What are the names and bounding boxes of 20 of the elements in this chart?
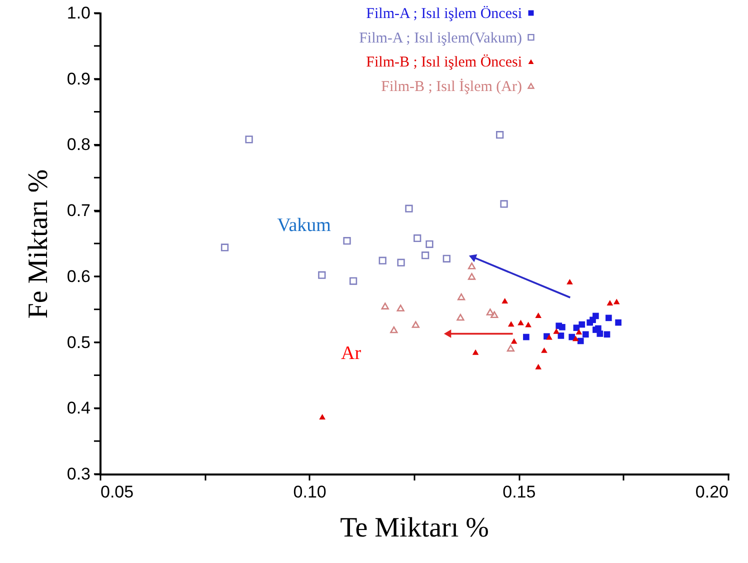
x-tick-label: 0.15 — [502, 482, 536, 502]
legend-label: Film-A ; Isıl işlem(Vakum) — [359, 30, 522, 46]
y-tick-label: 0.4 — [66, 398, 90, 418]
y-tick-label: 0.5 — [66, 332, 90, 352]
y-tick-label: 0.6 — [66, 266, 90, 286]
y-tick-label: 0.9 — [66, 69, 90, 88]
y-tick-label: 0.8 — [66, 135, 90, 154]
y-tick-label: 1.0 — [66, 4, 90, 22]
legend-label: Film-B ; Isıl İşlem (Ar) — [381, 78, 522, 95]
y-tick-label: 0.3 — [66, 464, 90, 484]
legend-label: Film-B ; Isıl işlem Öncesi — [366, 54, 522, 71]
y-tick-label: 0.7 — [66, 201, 90, 220]
x-tick-label: 0.20 — [695, 482, 728, 502]
x-axis-title: Te Miktarı % — [340, 512, 489, 544]
legend-label: Film-A ; Isıl işlem Öncesi — [366, 5, 522, 22]
x-tick-label: 0.05 — [100, 482, 134, 502]
x-tick-label: 0.10 — [293, 482, 326, 502]
y-axis-title: Fe Miktarı % — [22, 169, 54, 319]
annotation: Vakum — [277, 215, 332, 236]
annotation: Ar — [340, 343, 362, 364]
